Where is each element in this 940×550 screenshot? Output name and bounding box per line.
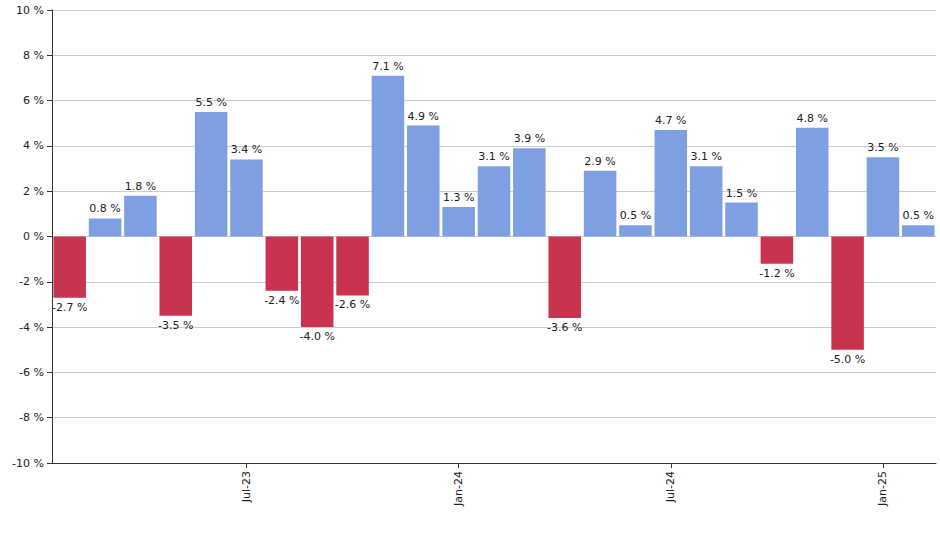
svg-text:-1.2 %: -1.2 % bbox=[759, 267, 794, 280]
svg-text:0.8 %: 0.8 % bbox=[89, 202, 120, 215]
svg-text:-5.0 %: -5.0 % bbox=[830, 353, 865, 366]
svg-text:Jul-24: Jul-24 bbox=[664, 471, 677, 503]
svg-text:-2.6 %: -2.6 % bbox=[335, 298, 370, 311]
svg-text:0 %: 0 % bbox=[23, 230, 44, 243]
svg-text:-3.6 %: -3.6 % bbox=[547, 321, 582, 334]
svg-text:3.9 %: 3.9 % bbox=[514, 132, 545, 145]
svg-text:-6 %: -6 % bbox=[19, 366, 44, 379]
svg-text:0.5 %: 0.5 % bbox=[903, 209, 934, 222]
svg-text:7.1 %: 7.1 % bbox=[372, 60, 403, 73]
svg-text:4.7 %: 4.7 % bbox=[655, 114, 686, 127]
svg-text:Jul-23: Jul-23 bbox=[240, 471, 253, 503]
svg-text:10 %: 10 % bbox=[16, 4, 44, 17]
svg-text:3.1 %: 3.1 % bbox=[690, 150, 721, 163]
svg-text:8 %: 8 % bbox=[23, 49, 44, 62]
svg-text:Jan-24: Jan-24 bbox=[452, 471, 465, 507]
svg-text:4.9 %: 4.9 % bbox=[408, 110, 439, 123]
svg-text:Jan-25: Jan-25 bbox=[876, 471, 889, 507]
svg-text:3.4 %: 3.4 % bbox=[231, 143, 262, 156]
svg-text:1.3 %: 1.3 % bbox=[443, 191, 474, 204]
svg-text:2 %: 2 % bbox=[23, 185, 44, 198]
svg-text:-3.5 %: -3.5 % bbox=[158, 319, 193, 332]
svg-text:5.5 %: 5.5 % bbox=[195, 96, 226, 109]
svg-text:4.8 %: 4.8 % bbox=[797, 112, 828, 125]
svg-text:-4 %: -4 % bbox=[19, 321, 44, 334]
svg-text:-10 %: -10 % bbox=[12, 457, 44, 470]
svg-text:-2 %: -2 % bbox=[19, 275, 44, 288]
svg-text:4 %: 4 % bbox=[23, 139, 44, 152]
svg-text:6 %: 6 % bbox=[23, 94, 44, 107]
svg-text:3.5 %: 3.5 % bbox=[867, 141, 898, 154]
svg-text:-8 %: -8 % bbox=[19, 411, 44, 424]
svg-text:-2.4 %: -2.4 % bbox=[264, 294, 299, 307]
svg-text:1.5 %: 1.5 % bbox=[726, 187, 757, 200]
svg-text:3.1 %: 3.1 % bbox=[478, 150, 509, 163]
svg-text:2.9 %: 2.9 % bbox=[584, 155, 615, 168]
svg-text:-4.0 %: -4.0 % bbox=[299, 330, 334, 343]
svg-text:0.5 %: 0.5 % bbox=[620, 209, 651, 222]
svg-text:1.8 %: 1.8 % bbox=[125, 180, 156, 193]
svg-text:-2.7 %: -2.7 % bbox=[52, 301, 87, 314]
